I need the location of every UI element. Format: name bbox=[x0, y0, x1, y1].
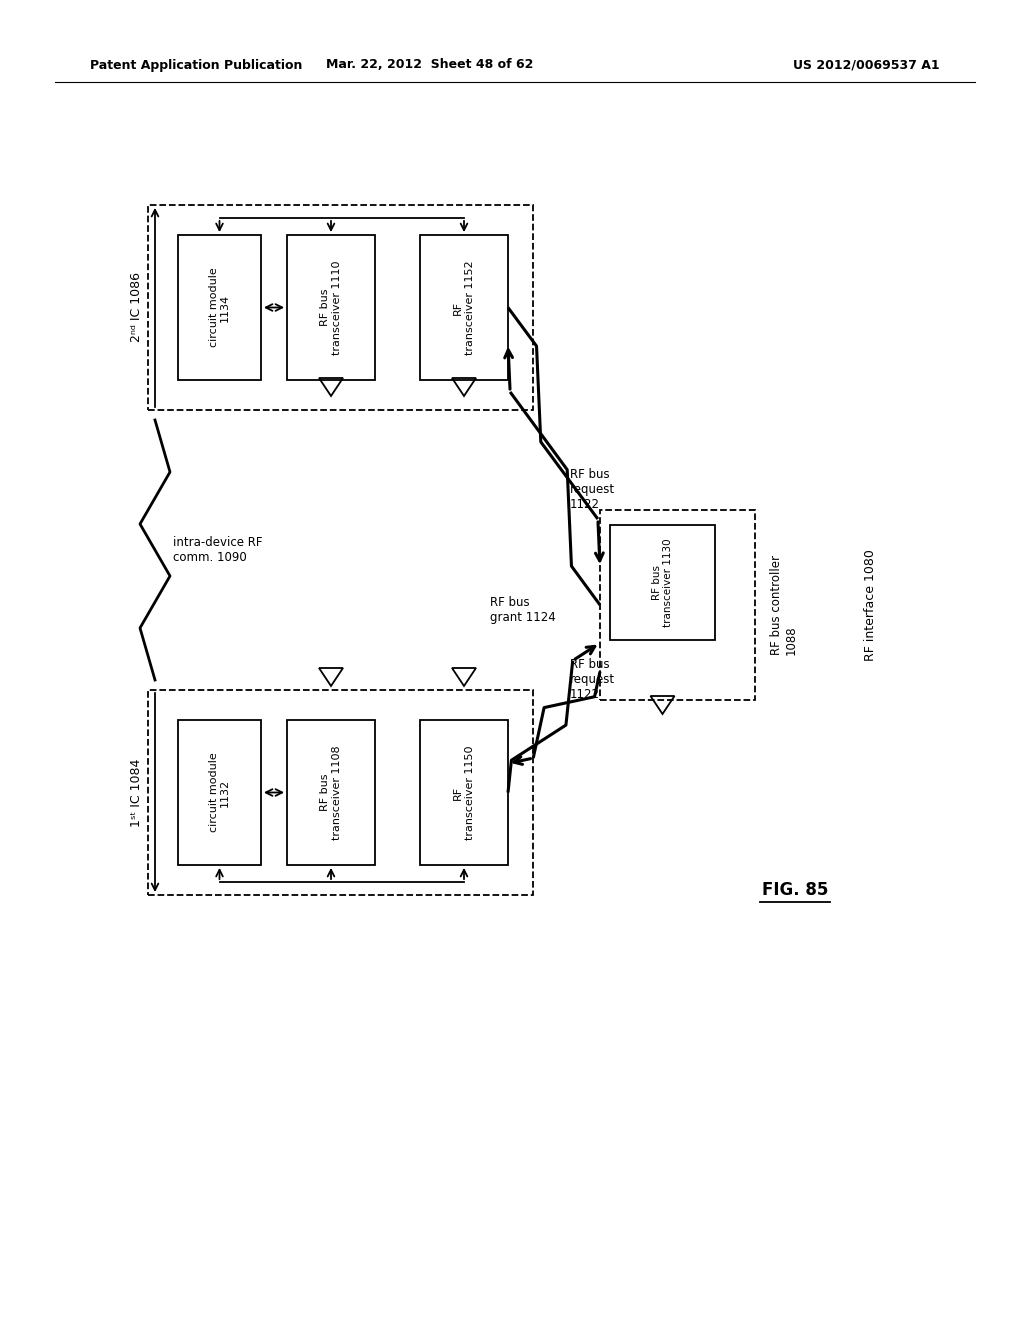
Bar bbox=[420, 719, 508, 865]
Bar bbox=[178, 235, 261, 380]
Text: RF bus
grant 1124: RF bus grant 1124 bbox=[490, 597, 556, 624]
Text: 2ⁿᵈ IC 1086: 2ⁿᵈ IC 1086 bbox=[129, 272, 142, 342]
Text: RF interface 1080: RF interface 1080 bbox=[863, 549, 877, 661]
Text: US 2012/0069537 A1: US 2012/0069537 A1 bbox=[794, 58, 940, 71]
Text: 1ˢᵗ IC 1084: 1ˢᵗ IC 1084 bbox=[129, 758, 142, 826]
Text: Patent Application Publication: Patent Application Publication bbox=[90, 58, 302, 71]
Text: RF bus
transceiver 1110: RF bus transceiver 1110 bbox=[321, 260, 342, 355]
Bar bbox=[610, 525, 715, 640]
Bar bbox=[600, 510, 755, 700]
Bar bbox=[287, 235, 375, 380]
Text: RF
transceiver 1150: RF transceiver 1150 bbox=[454, 746, 475, 840]
Text: RF bus
transceiver 1108: RF bus transceiver 1108 bbox=[321, 746, 342, 840]
Text: circuit module
1132: circuit module 1132 bbox=[209, 752, 230, 833]
Text: FIG. 85: FIG. 85 bbox=[762, 880, 828, 899]
Text: RF
transceiver 1152: RF transceiver 1152 bbox=[454, 260, 475, 355]
Bar bbox=[178, 719, 261, 865]
Text: intra-device RF
comm. 1090: intra-device RF comm. 1090 bbox=[173, 536, 262, 564]
Text: circuit module
1134: circuit module 1134 bbox=[209, 268, 230, 347]
Bar bbox=[148, 205, 534, 411]
Bar bbox=[148, 690, 534, 895]
Text: RF bus
request
1122: RF bus request 1122 bbox=[570, 469, 615, 511]
Bar bbox=[420, 235, 508, 380]
Bar bbox=[287, 719, 375, 865]
Text: RF bus
transceiver 1130: RF bus transceiver 1130 bbox=[651, 539, 674, 627]
Text: Mar. 22, 2012  Sheet 48 of 62: Mar. 22, 2012 Sheet 48 of 62 bbox=[327, 58, 534, 71]
Text: RF bus controller
1088: RF bus controller 1088 bbox=[770, 554, 798, 655]
Text: RF bus
request
1122: RF bus request 1122 bbox=[570, 659, 615, 701]
